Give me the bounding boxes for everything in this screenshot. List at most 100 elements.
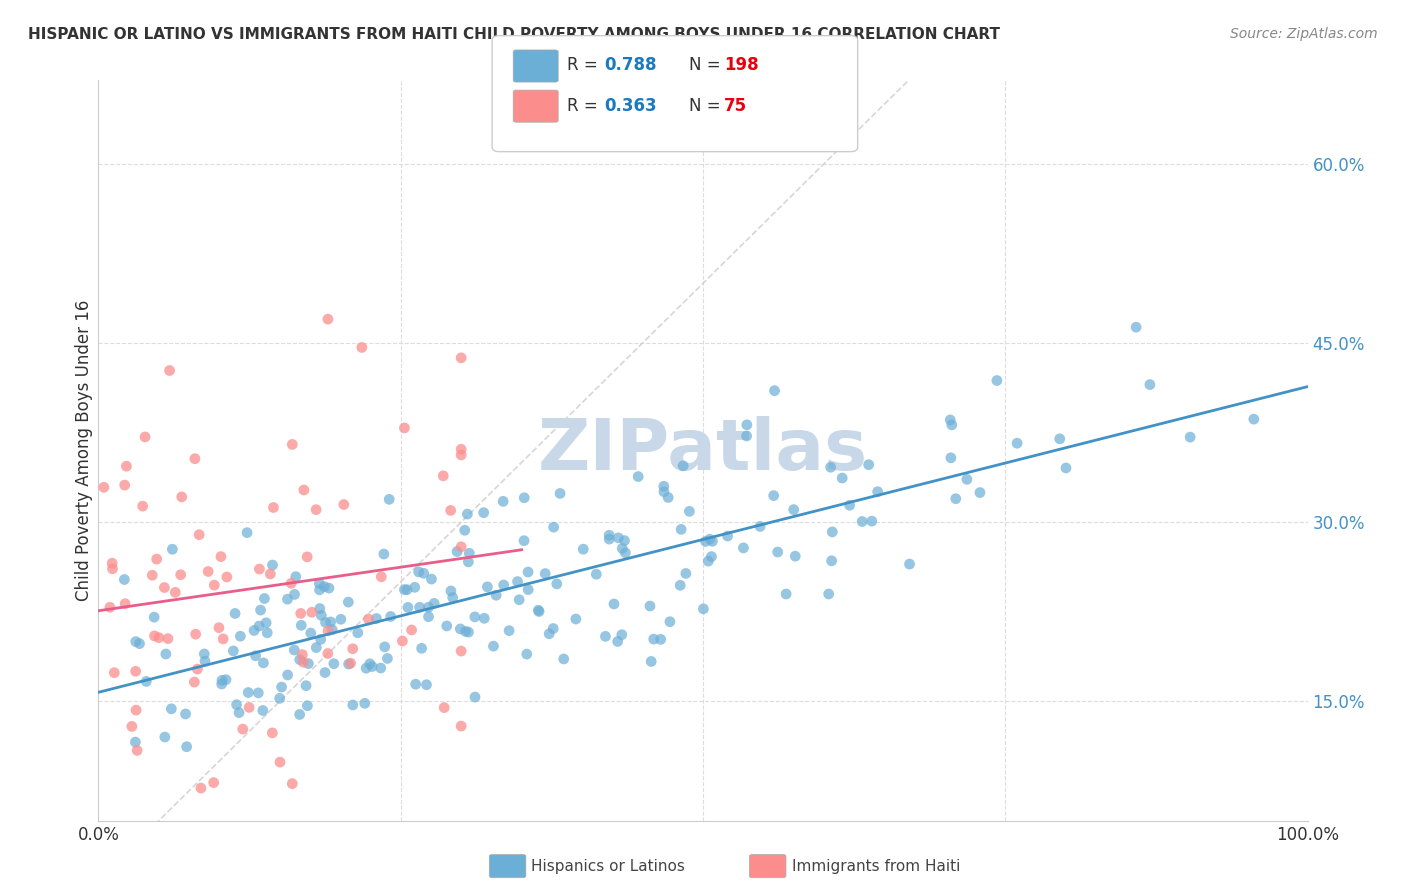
Point <box>695 534 717 549</box>
Point <box>763 384 786 398</box>
Point <box>527 605 550 619</box>
Point <box>404 580 426 594</box>
Point <box>124 735 146 749</box>
Point <box>269 691 291 706</box>
Point <box>374 640 396 654</box>
Point <box>775 587 797 601</box>
Point <box>243 624 266 638</box>
Point <box>333 498 356 512</box>
Point <box>224 607 246 621</box>
Point <box>253 591 276 606</box>
Point <box>464 610 486 624</box>
Text: Immigrants from Haiti: Immigrants from Haiti <box>792 859 960 873</box>
Point <box>353 696 375 710</box>
Point <box>454 524 477 538</box>
Point <box>188 527 211 541</box>
Point <box>450 540 472 554</box>
Point <box>860 514 883 528</box>
Point <box>290 607 312 621</box>
Point <box>247 686 270 700</box>
Point <box>170 490 193 504</box>
Point <box>308 601 330 615</box>
Point <box>450 442 472 457</box>
Point <box>612 541 634 556</box>
Text: 0.788: 0.788 <box>605 56 657 74</box>
Point <box>396 600 419 615</box>
Point <box>432 468 454 483</box>
Point <box>941 417 963 432</box>
Point <box>370 661 392 675</box>
Point <box>610 628 633 642</box>
Point <box>115 459 138 474</box>
Point <box>245 648 267 663</box>
Point <box>357 612 380 626</box>
Point <box>236 525 259 540</box>
Point <box>292 483 315 497</box>
Point <box>534 566 557 581</box>
Point <box>418 609 440 624</box>
Point <box>541 622 564 636</box>
Point <box>297 698 319 713</box>
Point <box>215 570 238 584</box>
Point <box>408 565 430 579</box>
Point <box>309 632 332 647</box>
Point <box>783 502 806 516</box>
Point <box>449 622 471 636</box>
Point <box>517 582 540 597</box>
Point <box>225 698 247 712</box>
Point <box>457 555 479 569</box>
Point <box>700 549 723 564</box>
Point <box>288 707 311 722</box>
Point <box>322 657 344 671</box>
Point <box>733 541 755 555</box>
Point <box>202 578 225 592</box>
Point <box>450 644 472 658</box>
Point <box>176 739 198 754</box>
Point <box>395 582 418 597</box>
Point <box>98 600 121 615</box>
Point <box>652 484 675 499</box>
Point <box>464 690 486 704</box>
Point <box>211 677 233 691</box>
Point <box>249 603 271 617</box>
Point <box>454 624 477 639</box>
Point <box>283 587 305 601</box>
Point <box>898 557 921 571</box>
Point <box>315 615 337 630</box>
Point <box>377 651 399 665</box>
Point <box>380 609 402 624</box>
Point <box>153 581 176 595</box>
Point <box>939 413 962 427</box>
Point <box>252 656 274 670</box>
Point <box>446 544 468 558</box>
Point <box>606 634 628 648</box>
Point <box>548 486 571 500</box>
Point <box>292 655 315 669</box>
Point <box>145 552 167 566</box>
Point <box>420 572 443 586</box>
Point <box>342 698 364 712</box>
Point <box>350 341 373 355</box>
Point <box>614 546 637 560</box>
Point <box>411 641 433 656</box>
Point <box>305 502 328 516</box>
Point <box>607 531 630 545</box>
Point <box>297 657 319 671</box>
Point <box>316 647 339 661</box>
Point <box>405 677 427 691</box>
Point <box>156 632 179 646</box>
Point <box>418 600 440 615</box>
Point <box>114 478 136 492</box>
Point <box>458 546 481 560</box>
Point <box>354 661 377 675</box>
Point <box>259 566 281 581</box>
Point <box>485 588 508 602</box>
Point <box>211 673 233 688</box>
Text: Hispanics or Latinos: Hispanics or Latinos <box>531 859 685 873</box>
Point <box>821 524 844 539</box>
Point <box>735 417 758 432</box>
Point <box>820 554 842 568</box>
Point <box>141 568 163 582</box>
Point <box>319 615 342 629</box>
Point <box>153 730 176 744</box>
